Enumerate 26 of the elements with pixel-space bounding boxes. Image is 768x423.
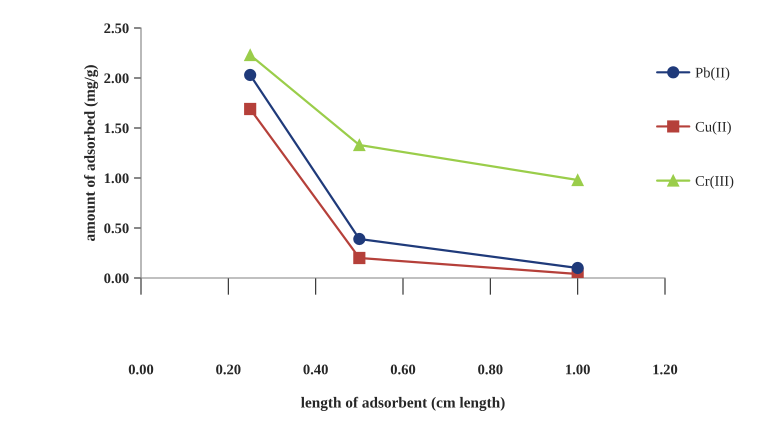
y-tick-label: 2.50 xyxy=(104,23,129,34)
y-tick-label: 0.50 xyxy=(104,223,129,234)
point xyxy=(572,262,584,274)
point xyxy=(244,48,256,62)
x-tick-label: 0.80 xyxy=(478,364,503,374)
y-tick-label: 1.50 xyxy=(104,123,129,134)
point xyxy=(244,102,256,116)
point xyxy=(353,138,366,152)
point xyxy=(244,68,256,82)
legend-label: Cr(III) xyxy=(696,176,734,189)
legend-label: Pb(II) xyxy=(696,67,730,81)
x-tick-label: 0.40 xyxy=(303,364,328,374)
x-tick-label: 1.20 xyxy=(653,364,678,374)
point xyxy=(572,174,584,186)
y-tick-label: 2.00 xyxy=(104,73,129,84)
y-tick-label: 0.00 xyxy=(104,273,129,284)
x-tick-label: 0.00 xyxy=(128,364,154,374)
x-tick-label: 0.60 xyxy=(390,364,416,374)
x-axis-title: length of adsorbent (cm length) xyxy=(301,396,505,411)
y-tick-label: 1.00 xyxy=(104,173,129,184)
legend-label: Cu(II) xyxy=(696,121,731,135)
y-axis-title: amount of adsorbed (mg/g) xyxy=(84,65,98,241)
x-tick-label: 0.20 xyxy=(216,364,241,374)
point xyxy=(353,252,366,264)
x-tick-label: 1.00 xyxy=(566,364,590,374)
point xyxy=(353,232,366,246)
